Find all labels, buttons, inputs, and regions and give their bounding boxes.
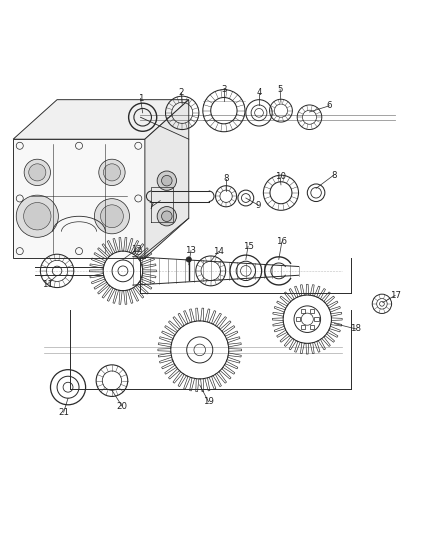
Circle shape (16, 195, 58, 237)
Text: 8: 8 (223, 174, 228, 183)
Text: 7: 7 (148, 203, 154, 211)
Text: 16: 16 (276, 237, 287, 246)
Text: 2: 2 (178, 88, 184, 97)
Circle shape (94, 199, 129, 234)
Text: 9: 9 (255, 200, 260, 209)
Text: 10: 10 (274, 173, 285, 181)
Circle shape (161, 211, 172, 222)
Text: 3: 3 (221, 85, 226, 94)
Text: 4: 4 (256, 88, 261, 97)
Polygon shape (13, 100, 188, 139)
Text: 12: 12 (130, 245, 141, 254)
Polygon shape (13, 139, 145, 258)
Text: 13: 13 (185, 246, 196, 255)
Text: 6: 6 (326, 101, 331, 110)
Text: 1: 1 (138, 94, 143, 103)
Text: 5: 5 (277, 85, 282, 94)
Bar (314, 317, 318, 321)
Text: 18: 18 (349, 325, 360, 333)
Bar (300, 325, 304, 329)
Bar (300, 309, 304, 313)
Circle shape (157, 171, 176, 190)
Text: 11: 11 (42, 280, 53, 288)
Text: 8: 8 (330, 171, 336, 180)
Bar (295, 317, 300, 321)
Circle shape (186, 257, 191, 262)
Text: 15: 15 (242, 242, 253, 251)
Text: 21: 21 (58, 408, 69, 417)
Text: 14: 14 (212, 247, 224, 256)
Text: 20: 20 (116, 401, 127, 410)
Circle shape (24, 203, 51, 230)
Text: 19: 19 (203, 397, 213, 406)
Circle shape (100, 205, 123, 228)
Bar (309, 325, 313, 329)
Circle shape (157, 207, 176, 226)
Circle shape (161, 175, 172, 186)
Circle shape (103, 164, 120, 181)
Circle shape (28, 164, 46, 181)
Bar (309, 309, 313, 313)
Text: 17: 17 (389, 291, 400, 300)
Polygon shape (145, 100, 188, 258)
Circle shape (24, 159, 50, 185)
Circle shape (99, 159, 125, 185)
